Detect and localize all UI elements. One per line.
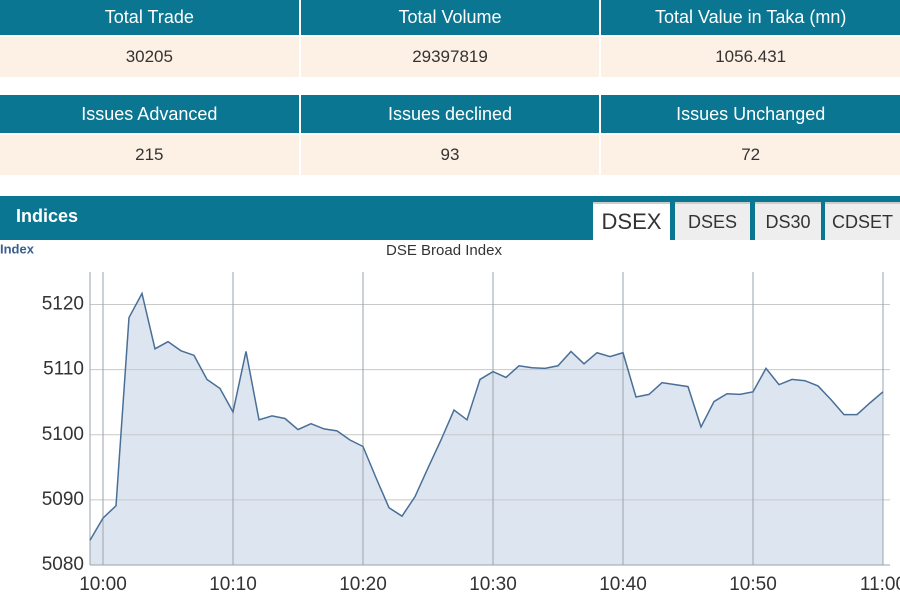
chart: DSE Broad Index Index 5080 5090 5100 5110 5120… xyxy=(0,241,900,595)
value-cell: 93 xyxy=(300,135,600,175)
issues-header: Issues Advanced Issues declined Issues U… xyxy=(0,95,900,133)
chart-title: DSE Broad Index xyxy=(386,242,502,259)
value-cell: 30205 xyxy=(0,37,299,77)
x-tick-label: 10:20 xyxy=(339,574,387,595)
header-cell: Total Trade xyxy=(0,0,299,35)
y-tick-label: 5120 xyxy=(42,294,84,315)
value-cell: 1056.431 xyxy=(601,37,900,77)
header-cell: Issues declined xyxy=(300,95,600,133)
index-tab[interactable]: DSES xyxy=(675,202,750,240)
index-tab[interactable]: DS30 xyxy=(755,202,821,240)
y-tick-label: 5110 xyxy=(43,359,84,380)
indices-bar: Indices DSEX DSES DS30 CDSET xyxy=(0,196,900,240)
value-cell: 29397819 xyxy=(300,37,600,77)
y-axis-label: Index xyxy=(0,241,35,256)
y-tick-label: 5080 xyxy=(42,554,84,575)
x-tick-label: 10:00 xyxy=(79,574,127,595)
x-tick-label: 11:00 xyxy=(860,574,900,595)
indices-title: Indices xyxy=(16,206,79,226)
y-tick-label: 5100 xyxy=(42,424,84,445)
header-cell: Total Volume xyxy=(300,0,600,35)
area-fill xyxy=(90,293,883,565)
x-tick-label: 10:10 xyxy=(209,574,257,595)
header-cell: Issues Advanced xyxy=(0,95,299,133)
summary-values: 30205 29397819 1056.431 xyxy=(0,37,900,77)
value-cell: 72 xyxy=(601,135,900,175)
x-tick-label: 10:50 xyxy=(729,574,777,595)
x-tick-label: 10:40 xyxy=(599,574,647,595)
index-tab[interactable]: CDSET xyxy=(825,202,900,240)
value-cell: 215 xyxy=(0,135,299,175)
index-line xyxy=(89,291,884,541)
header-cell: Issues Unchanged xyxy=(601,95,900,133)
y-tick-label: 5090 xyxy=(42,489,84,510)
issues-values: 215 93 72 xyxy=(0,135,900,175)
summary-header: Total Trade Total Volume Total Value in … xyxy=(0,0,900,35)
header-cell: Total Value in Taka (mn) xyxy=(601,0,900,35)
x-tick-label: 10:30 xyxy=(469,574,517,595)
index-tab[interactable]: DSEX xyxy=(593,202,670,240)
